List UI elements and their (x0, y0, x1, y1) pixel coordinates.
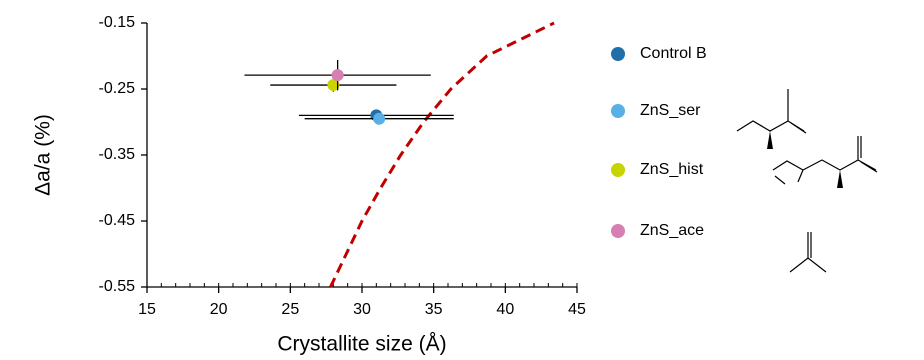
y-tick-label: -0.55 (99, 278, 136, 295)
bond (789, 232, 827, 273)
x-tick-label: 35 (425, 301, 443, 318)
point (327, 79, 340, 92)
legend-label: Control B (640, 45, 707, 62)
acetate-structure (789, 232, 827, 273)
legend-marker (611, 104, 625, 118)
y-axis-label: Δa/a (%) (32, 114, 55, 196)
point (331, 69, 344, 82)
x-axis-label: Crystallite size (Å) (277, 333, 446, 356)
bond (772, 136, 878, 185)
y-tick-label: -0.25 (99, 80, 136, 97)
point (373, 112, 386, 125)
y-tick-label: -0.45 (99, 212, 136, 229)
x-tick-label: 30 (353, 301, 371, 318)
x-tick-label: 15 (138, 301, 156, 318)
legend-marker (611, 224, 625, 238)
model-curve (329, 21, 555, 288)
legend-label: ZnS_ace (640, 222, 704, 239)
x-tick-label: 45 (568, 301, 586, 318)
y-tick-label: -0.35 (99, 146, 136, 163)
wedge-bond (767, 131, 773, 149)
bond (736, 89, 807, 134)
x-tick-label: 40 (496, 301, 514, 318)
x-tick-label: 20 (210, 301, 228, 318)
wedge-bond (837, 170, 843, 188)
y-tick-label: -0.15 (99, 14, 136, 31)
serine-structure (736, 89, 807, 149)
x-tick-label: 25 (281, 301, 299, 318)
legend-marker (611, 163, 625, 177)
histidine-structure (772, 136, 878, 188)
legend-label: ZnS_hist (640, 161, 704, 178)
legend-marker (611, 47, 625, 61)
legend-label: ZnS_ser (640, 102, 701, 119)
